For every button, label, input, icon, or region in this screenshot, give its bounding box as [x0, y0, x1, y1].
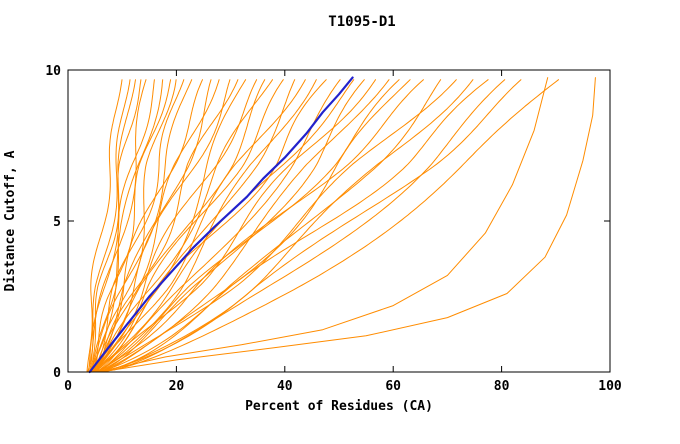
x-tick-label: 60	[385, 379, 401, 394]
model-curve	[97, 79, 489, 373]
model-curve	[86, 79, 123, 373]
model-curve	[96, 79, 457, 373]
model-curve	[87, 79, 147, 373]
model-curve	[97, 77, 549, 373]
model-curve	[94, 79, 220, 373]
model-curve	[98, 79, 559, 373]
y-tick-label: 5	[53, 215, 61, 230]
highlight-curve	[88, 76, 354, 374]
model-curve	[93, 79, 327, 373]
x-tick-label: 20	[169, 379, 185, 394]
model-curve	[94, 79, 172, 373]
model-curve	[96, 79, 273, 373]
model-curve	[90, 79, 231, 373]
model-curve	[93, 79, 185, 373]
model-curve	[98, 79, 411, 373]
model-curve	[97, 79, 239, 373]
x-tick-label: 80	[494, 379, 510, 394]
model-curve	[97, 79, 522, 373]
x-tick-label: 0	[64, 379, 72, 394]
model-curve	[94, 79, 258, 373]
model-curve	[94, 79, 400, 373]
model-curve	[91, 79, 306, 373]
model-curve	[91, 79, 212, 373]
model-curve	[96, 79, 365, 373]
model-curve	[89, 79, 164, 373]
model-curve	[93, 79, 284, 373]
x-axis-label: Percent of Residues (CA)	[245, 399, 433, 414]
y-tick-label: 0	[53, 366, 61, 381]
y-axis-label: Distance Cutoff, A	[3, 150, 18, 291]
chart-title: T1095-D1	[328, 14, 395, 30]
model-curve	[94, 79, 376, 373]
model-curve	[89, 79, 131, 373]
model-curve	[99, 79, 442, 373]
model-curve	[95, 79, 424, 373]
model-curve	[91, 79, 155, 373]
y-tick-label: 10	[45, 64, 61, 79]
x-tick-label: 100	[598, 379, 622, 394]
model-curve	[90, 79, 142, 373]
model-curve	[100, 79, 474, 373]
model-curves-group	[86, 76, 596, 374]
model-curve	[100, 77, 596, 373]
axes-group: 0 20 40 60 80 100 0 5 10	[45, 64, 622, 394]
x-tick-label: 40	[277, 379, 293, 394]
